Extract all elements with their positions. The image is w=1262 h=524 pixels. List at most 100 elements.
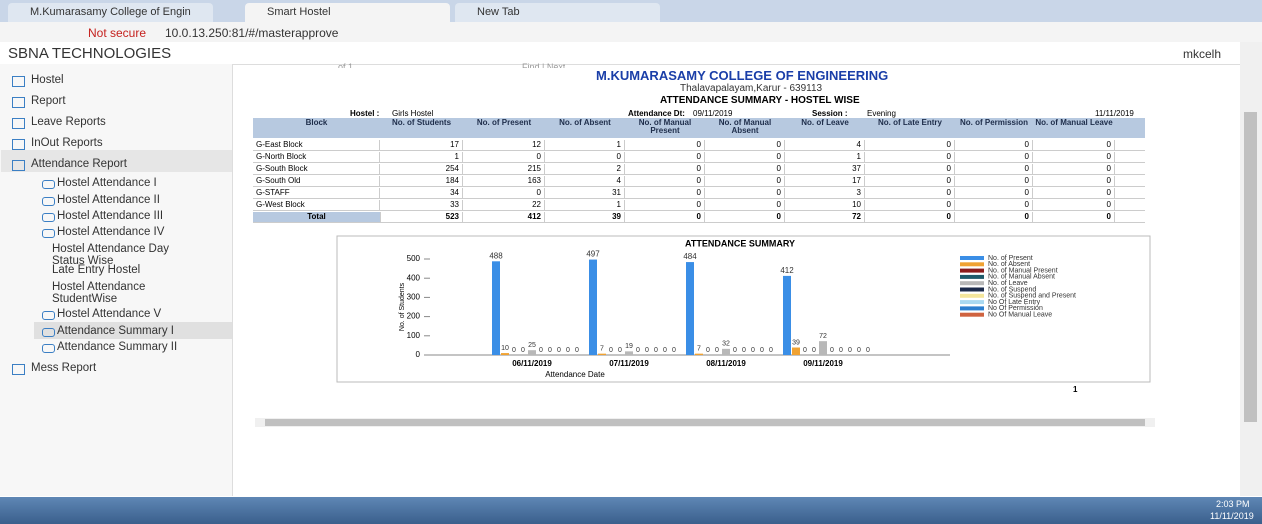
- menu-item[interactable]: Attendance Report: [31, 158, 127, 170]
- bar: [792, 348, 800, 355]
- clock-time: 2:03 PM: [1216, 499, 1250, 509]
- legend-swatch: [960, 313, 984, 317]
- sub-icon: [42, 197, 55, 206]
- table-cell: 22: [463, 200, 545, 210]
- tab-title[interactable]: New Tab: [477, 6, 520, 18]
- column-header: No. of Students: [380, 119, 463, 127]
- legend-swatch: [960, 294, 984, 298]
- legend-swatch: [960, 288, 984, 292]
- table-cell: 1: [545, 140, 625, 150]
- security-label[interactable]: Not secure: [88, 26, 146, 40]
- toolbar-find[interactable]: Find | Next: [522, 62, 565, 68]
- table-cell: 4: [785, 140, 865, 150]
- column-header: No. of Leave: [785, 119, 865, 127]
- tab-title[interactable]: M.Kumarasamy College of Engin: [30, 6, 191, 18]
- bar-value-label: 484: [683, 252, 697, 261]
- bar-value-label: 0: [636, 347, 640, 354]
- bar-value-label: 39: [792, 339, 800, 346]
- bar: [722, 349, 730, 355]
- sub-icon: [42, 229, 55, 238]
- submenu-item[interactable]: Hostel Attendance III: [57, 210, 217, 222]
- submenu-item[interactable]: Hostel Attendance II: [57, 194, 217, 206]
- table-cell: 0: [705, 152, 785, 162]
- submenu-item[interactable]: Hostel Attendance V: [57, 308, 217, 320]
- table-cell: 4: [545, 176, 625, 186]
- table-cell: 0: [1033, 212, 1115, 222]
- bar-value-label: 0: [672, 347, 676, 354]
- bar: [598, 354, 606, 355]
- bar-value-label: 0: [548, 347, 552, 354]
- bar-value-label: 10: [501, 345, 509, 352]
- table-cell: 0: [865, 188, 955, 198]
- table-cell: 0: [625, 152, 705, 162]
- legend-swatch: [960, 306, 984, 310]
- submenu-item[interactable]: Hostel Attendance StudentWise: [52, 281, 202, 305]
- menu-item[interactable]: Mess Report: [31, 362, 96, 374]
- report-title: ATTENDANCE SUMMARY - HOSTEL WISE: [660, 95, 860, 106]
- bar-value-label: 0: [575, 347, 579, 354]
- menu-item[interactable]: Hostel: [31, 74, 64, 86]
- bar-value-label: 7: [600, 345, 604, 352]
- menu-icon: [12, 97, 25, 108]
- table-cell: G-West Block: [253, 200, 380, 210]
- bar-value-label: 0: [539, 347, 543, 354]
- table-cell: 34: [380, 188, 463, 198]
- legend-swatch: [960, 256, 984, 260]
- table-cell: 1: [545, 200, 625, 210]
- table-cell: 0: [865, 176, 955, 186]
- bar-value-label: 72: [819, 333, 827, 340]
- bar-value-label: 19: [625, 343, 633, 350]
- tab-title[interactable]: Smart Hostel: [267, 6, 331, 18]
- address: Thalavapalayam,Karur - 639113: [680, 83, 822, 94]
- submenu-item[interactable]: Hostel Attendance I: [57, 177, 217, 189]
- table-cell: 0: [463, 152, 545, 162]
- submenu-item[interactable]: Attendance Summary I: [57, 325, 217, 337]
- table-cell: 3: [785, 188, 865, 198]
- table-cell: G-East Block: [253, 140, 380, 150]
- table-cell: 0: [1033, 176, 1115, 186]
- menu-icon: [12, 118, 25, 129]
- submenu-item[interactable]: Late Entry Hostel: [52, 264, 202, 276]
- table-cell: 0: [705, 200, 785, 210]
- bar-value-label: 0: [618, 347, 622, 354]
- table-cell: 0: [955, 200, 1033, 210]
- sub-icon: [42, 311, 55, 320]
- bar-value-label: 497: [586, 250, 600, 259]
- y-tick-label: 400: [407, 273, 421, 282]
- table-cell: 0: [625, 140, 705, 150]
- bar-value-label: 0: [866, 347, 870, 354]
- table-cell: 0: [865, 164, 955, 174]
- bar: [625, 351, 633, 355]
- column-header: No. of Manual Present: [625, 119, 705, 135]
- table-cell: 0: [865, 200, 955, 210]
- column-header: No. of Present: [463, 119, 545, 127]
- bar-value-label: 0: [839, 347, 843, 354]
- chart-title: ATTENDANCE SUMMARY: [685, 238, 795, 248]
- table-cell: 37: [785, 164, 865, 174]
- column-header: No. of Permission: [955, 119, 1033, 127]
- bar-value-label: 0: [760, 347, 764, 354]
- user-menu[interactable]: mkcelh: [1183, 47, 1221, 61]
- menu-item[interactable]: Report: [31, 95, 66, 107]
- x-axis-label: Attendance Date: [545, 370, 605, 379]
- table-cell: 523: [380, 212, 463, 222]
- report-field: Session :: [812, 109, 848, 118]
- url[interactable]: 10.0.13.250:81/#/masterapprove: [165, 26, 338, 40]
- table-cell: Total: [253, 212, 381, 222]
- table-cell: 0: [1033, 140, 1115, 150]
- bar-value-label: 0: [654, 347, 658, 354]
- menu-icon: [12, 76, 25, 87]
- submenu-item[interactable]: Hostel Attendance IV: [57, 226, 217, 238]
- table-cell: 0: [955, 140, 1033, 150]
- table-cell: 17: [380, 140, 463, 150]
- table-cell: 0: [705, 176, 785, 186]
- menu-item[interactable]: Leave Reports: [31, 116, 106, 128]
- print-date: 11/11/2019: [1095, 109, 1134, 118]
- table-cell: 0: [463, 188, 545, 198]
- menu-item[interactable]: InOut Reports: [31, 137, 103, 149]
- table-cell: 184: [380, 176, 463, 186]
- submenu-item[interactable]: Attendance Summary II: [57, 341, 217, 353]
- menu-icon: [12, 364, 25, 375]
- bar: [783, 276, 791, 355]
- table-cell: 31: [545, 188, 625, 198]
